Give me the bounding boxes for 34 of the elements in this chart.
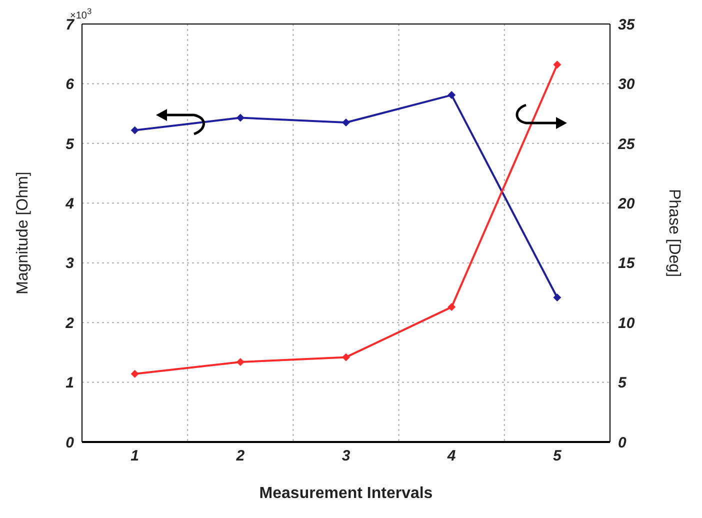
y2-axis-title: Phase [Deg]	[665, 188, 682, 278]
y-tick-label: 3	[66, 255, 75, 272]
y2-tick-label: 10	[618, 314, 636, 332]
y2-tick-label: 0	[618, 434, 627, 452]
y2-tick-label: 25	[617, 136, 636, 153]
point	[553, 60, 562, 69]
point	[342, 118, 350, 127]
point	[448, 303, 456, 312]
y2-tick-label: 20	[617, 195, 636, 212]
point	[236, 114, 244, 122]
point	[448, 91, 456, 100]
y-tick-label: 4	[64, 195, 75, 212]
y-tick-label: 0	[66, 434, 75, 452]
y-tick-label: 1	[66, 374, 74, 392]
point	[130, 370, 139, 378]
x-axis-title: Measurement Intervals	[259, 485, 433, 502]
x-tick-label: 4	[446, 448, 456, 465]
x-tick-label: 3	[342, 448, 351, 465]
x-tick-label: 2	[235, 448, 246, 465]
y2-tick-label: 30	[618, 76, 636, 94]
y-tick-label: 5	[66, 136, 75, 153]
point	[553, 293, 562, 302]
y-tick-label: 7	[66, 16, 75, 34]
y2-tick-label: 35	[618, 16, 636, 34]
x-tick-label: 5	[553, 448, 562, 465]
point	[130, 126, 139, 134]
point	[342, 353, 350, 362]
y2-tick-label: 15	[618, 255, 636, 272]
point	[236, 358, 244, 366]
y-tick-label: 6	[66, 76, 75, 94]
x-tick-label: 1	[130, 448, 139, 465]
y-tick-label: 2	[64, 314, 75, 332]
y2-tick-label: 5	[618, 374, 627, 392]
y-axis-title: Magnitude [Ohm]	[14, 172, 32, 294]
